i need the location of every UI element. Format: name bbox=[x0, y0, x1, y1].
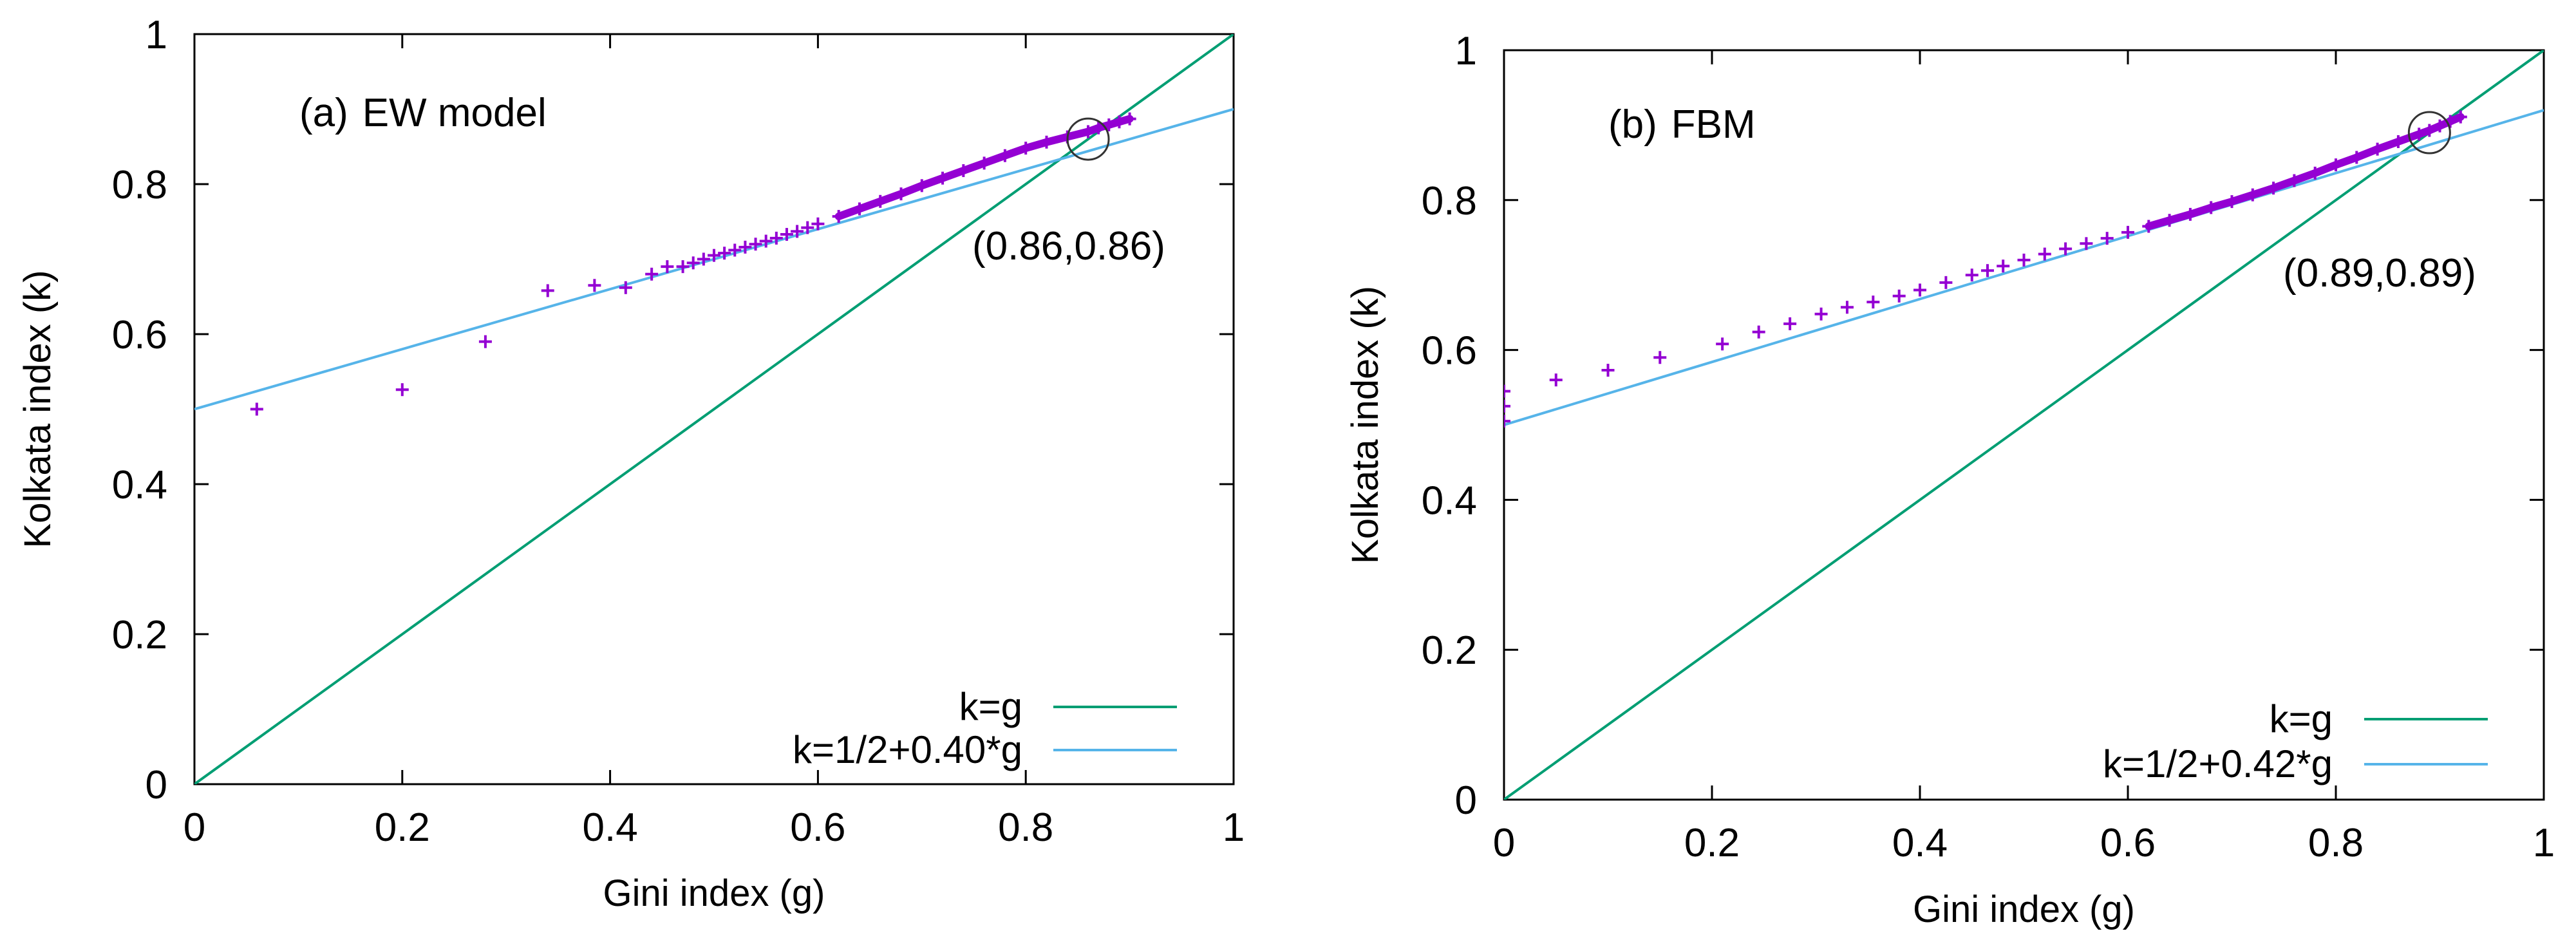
data-point bbox=[1814, 307, 1828, 321]
data-point bbox=[697, 252, 710, 266]
data-point bbox=[1716, 337, 1729, 351]
panel-name: EW model bbox=[362, 91, 547, 135]
data-point bbox=[1892, 289, 1906, 303]
panel-label: (a) bbox=[299, 91, 348, 135]
data-point bbox=[1504, 384, 1510, 398]
data-point bbox=[1653, 351, 1667, 364]
legend-label: k=g bbox=[959, 685, 1022, 728]
data-point bbox=[738, 240, 752, 254]
x-tick-label: 0 bbox=[1493, 821, 1515, 865]
data-point bbox=[1752, 325, 1765, 339]
x-tick-label: 0.2 bbox=[375, 805, 430, 850]
series-line-k-equals-g bbox=[1504, 50, 2544, 800]
data-point bbox=[1980, 264, 1994, 277]
data-point bbox=[1939, 276, 1953, 289]
legend-label: k=1/2+0.42*g bbox=[2103, 742, 2333, 785]
chart-panel-b: 0 0.2 0.4 0.6 0.8 1 0 0.2 0.4 0.6 0.8 1 Gini index (… bbox=[1344, 29, 2555, 930]
data-point bbox=[801, 221, 814, 234]
y-tick-label: 1 bbox=[1455, 29, 1477, 73]
intersection-circle bbox=[1066, 117, 1110, 161]
data-point bbox=[1783, 317, 1797, 330]
data-point bbox=[728, 243, 742, 257]
panel-label: (b) bbox=[1608, 102, 1657, 147]
data-point bbox=[1997, 259, 2010, 273]
data-dense-band bbox=[834, 115, 1134, 221]
data-point bbox=[2017, 253, 2031, 267]
data-point bbox=[661, 260, 674, 274]
series-line-fit bbox=[1504, 109, 2544, 426]
y-tick-label: 0 bbox=[1455, 778, 1477, 823]
chart-panel-a: 0 0.2 0.4 0.6 0.8 1 0 0.2 0.4 0.6 0.8 1 Gini index (… bbox=[17, 13, 1245, 914]
y-tick-label: 0 bbox=[146, 763, 167, 807]
y-tick-label: 0.6 bbox=[112, 313, 167, 357]
data-point bbox=[718, 247, 731, 260]
x-tick-label: 0.4 bbox=[582, 805, 637, 850]
data-point bbox=[619, 281, 632, 294]
intersection-circle bbox=[2407, 111, 2451, 155]
data-point bbox=[749, 238, 762, 251]
intersection-label: (0.86,0.86) bbox=[972, 224, 1165, 268]
y-axis-label: Kolkata index (k) bbox=[1344, 286, 1386, 564]
data-point bbox=[645, 267, 659, 281]
data-point bbox=[1913, 283, 1926, 297]
x-tick-label: 0.4 bbox=[1892, 821, 1948, 865]
data-point bbox=[780, 228, 793, 241]
intersection-label: (0.89,0.89) bbox=[2283, 251, 2476, 296]
plot-area bbox=[194, 34, 1234, 784]
data-point bbox=[2100, 232, 2114, 245]
y-tick-label: 0.2 bbox=[1422, 628, 1477, 673]
y-tick-label: 0.8 bbox=[1422, 179, 1477, 223]
x-tick-label: 0.8 bbox=[2308, 821, 2364, 865]
plot-area bbox=[1504, 50, 2544, 800]
series-line-k-equals-g bbox=[194, 34, 1234, 784]
data-point bbox=[676, 260, 690, 274]
y-axis-label: Kolkata index (k) bbox=[17, 270, 59, 549]
x-axis-label: Gini index (g) bbox=[1913, 888, 2135, 930]
data-point bbox=[2121, 225, 2134, 239]
y-tick-label: 0.8 bbox=[112, 163, 167, 207]
data-point bbox=[1965, 268, 1979, 282]
data-point bbox=[2080, 237, 2093, 250]
x-axis-label: Gini index (g) bbox=[603, 872, 825, 914]
x-tick-label: 1 bbox=[1223, 805, 1245, 850]
data-dense-band bbox=[2145, 113, 2465, 230]
x-tick-label: 0 bbox=[183, 805, 205, 850]
data-point bbox=[811, 217, 825, 230]
data-point bbox=[708, 249, 720, 262]
data-point bbox=[1866, 296, 1880, 309]
data-point bbox=[1504, 399, 1510, 413]
data-point bbox=[1840, 301, 1854, 314]
data-point bbox=[2038, 247, 2051, 261]
y-tick-label: 0.6 bbox=[1422, 329, 1477, 373]
legend-label: k=1/2+0.40*g bbox=[793, 728, 1022, 771]
data-point bbox=[769, 231, 783, 245]
x-tick-label: 1 bbox=[2533, 821, 2555, 865]
data-point bbox=[1549, 373, 1563, 387]
data-point bbox=[1504, 415, 1510, 428]
data-point bbox=[686, 256, 700, 270]
x-tick-label: 0.2 bbox=[1684, 821, 1740, 865]
y-tick-label: 0.4 bbox=[112, 463, 167, 507]
panel-title: (a) EW model bbox=[299, 91, 547, 135]
x-tick-label: 0.6 bbox=[2100, 821, 2156, 865]
x-tick-label: 0.8 bbox=[998, 805, 1053, 850]
legend-label: k=g bbox=[2270, 697, 2333, 740]
data-point bbox=[759, 234, 773, 248]
data-point bbox=[250, 402, 263, 416]
data-point bbox=[395, 383, 409, 397]
data-point bbox=[1601, 364, 1615, 377]
data-point bbox=[541, 284, 554, 297]
data-point bbox=[478, 335, 492, 348]
x-tick-label: 0.6 bbox=[790, 805, 845, 850]
panel-title: (b) FBM bbox=[1608, 102, 1756, 147]
data-point bbox=[2059, 242, 2073, 256]
data-point bbox=[588, 279, 601, 292]
y-tick-label: 0.2 bbox=[112, 613, 167, 657]
panel-name: FBM bbox=[1671, 102, 1756, 147]
data-point bbox=[791, 225, 804, 238]
y-tick-label: 0.4 bbox=[1422, 478, 1477, 523]
y-tick-label: 1 bbox=[146, 13, 167, 57]
